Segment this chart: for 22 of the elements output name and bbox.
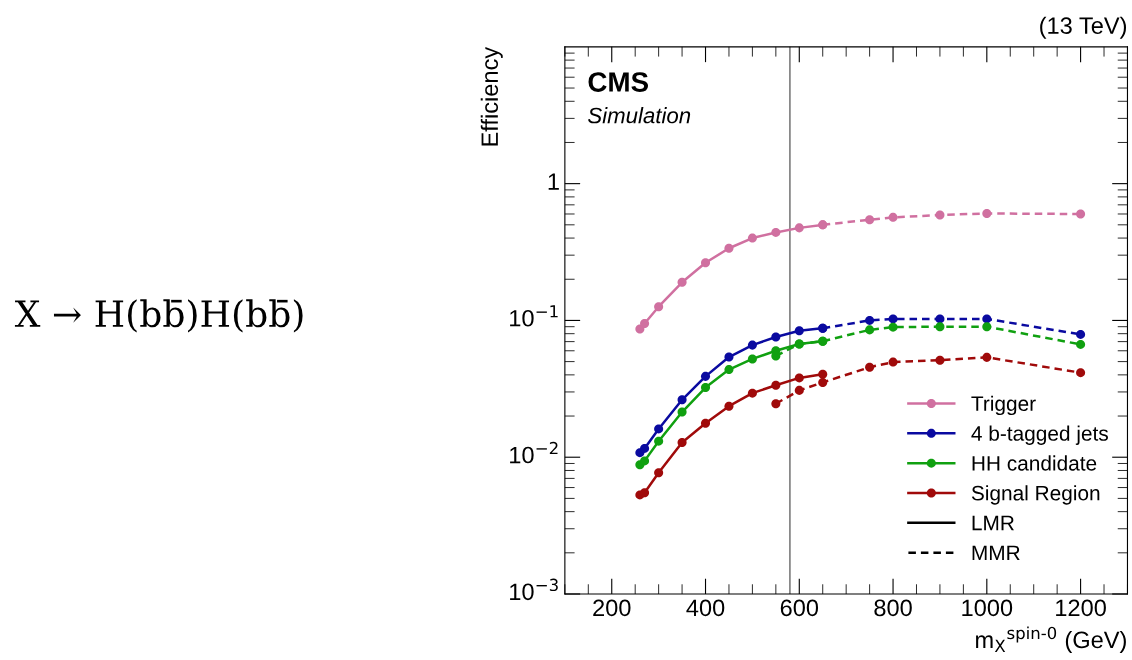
text: (13 TeV) — [1040, 16, 1127, 39]
x-tick-label: 1200 — [1056, 599, 1106, 617]
annotation: CMS — [588, 72, 649, 92]
text: X → H(bb̄)H(bb̄) — [14, 299, 303, 333]
annotation: Simulation — [588, 107, 691, 124]
x-tick-label: 200 — [593, 599, 631, 617]
x-tick-label: 1000 — [962, 599, 1013, 617]
y-tick-label: 10$^{−1}$ — [510, 305, 558, 327]
legend-label: LMR — [972, 515, 1014, 531]
y-axis-title: Efficiency — [480, 46, 503, 146]
x-tick-label: 400 — [686, 599, 725, 617]
legend-label: 4 b-tagged jets — [971, 425, 1108, 445]
legend-label: Signal Region — [971, 485, 1100, 505]
legend-label: Trigger — [971, 395, 1036, 416]
x-tick-label: 600 — [780, 599, 819, 617]
x-axis-title: m$_{X}$$^{spin-0}$ (GeV) — [976, 626, 1126, 653]
x-tick-label: 800 — [874, 599, 912, 617]
y-tick-label: 1 — [548, 173, 559, 190]
y-tick-label: 10$^{−2}$ — [510, 441, 558, 464]
legend-label: MMR — [972, 545, 1020, 560]
y-tick-label: 10$^{−3}$ — [510, 578, 558, 601]
legend-label: HH candidate — [972, 455, 1097, 471]
